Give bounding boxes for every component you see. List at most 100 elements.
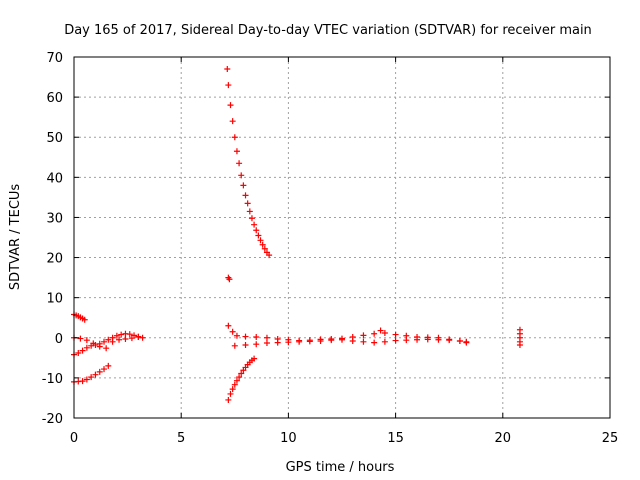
data-point xyxy=(229,328,236,335)
data-point xyxy=(101,366,108,373)
series-ascending-arc xyxy=(225,355,258,403)
data-point xyxy=(456,337,463,344)
data-point xyxy=(113,332,120,339)
data-point xyxy=(103,345,110,352)
x-axis-label: GPS time / hours xyxy=(286,460,395,475)
series-isolated xyxy=(225,274,233,283)
data-point xyxy=(139,334,146,341)
series-main-band-lower xyxy=(231,336,470,349)
data-point xyxy=(266,252,273,259)
data-point xyxy=(274,339,281,346)
y-tick-label: 40 xyxy=(46,171,63,186)
y-tick-label: 50 xyxy=(46,131,63,146)
data-point xyxy=(296,338,303,345)
data-series xyxy=(71,66,523,403)
data-point xyxy=(238,172,245,179)
series-main-band xyxy=(225,322,470,346)
data-point xyxy=(253,227,260,234)
data-point xyxy=(516,341,523,348)
data-point xyxy=(248,215,255,222)
data-point xyxy=(349,337,356,344)
data-point xyxy=(328,337,335,344)
data-point xyxy=(225,82,232,89)
data-point xyxy=(317,337,324,344)
data-point xyxy=(339,336,345,343)
data-point xyxy=(75,350,82,357)
data-point xyxy=(236,374,243,381)
data-point xyxy=(403,337,410,344)
y-tick-label: 70 xyxy=(46,51,63,66)
data-point xyxy=(371,339,378,346)
data-point xyxy=(244,200,251,207)
data-point xyxy=(360,338,367,345)
data-point xyxy=(392,337,399,344)
series-descending-arc xyxy=(224,66,273,259)
y-tick-label: -10 xyxy=(42,372,63,387)
data-point xyxy=(263,334,270,341)
data-point xyxy=(101,338,108,345)
data-point xyxy=(381,329,388,336)
data-point xyxy=(240,182,247,189)
y-tick-label: -20 xyxy=(42,412,63,427)
data-point xyxy=(126,331,133,338)
series-early-lower xyxy=(71,362,112,385)
data-point xyxy=(225,396,232,403)
data-point xyxy=(306,338,313,345)
data-point xyxy=(122,335,129,342)
data-point xyxy=(285,339,292,346)
data-point xyxy=(263,339,270,346)
data-point xyxy=(224,66,231,73)
data-point xyxy=(83,344,90,351)
data-point xyxy=(233,148,240,155)
data-point xyxy=(79,378,86,385)
data-point xyxy=(225,322,232,329)
x-tick-label: 15 xyxy=(387,431,404,446)
data-point xyxy=(253,341,260,348)
data-point xyxy=(135,333,142,340)
data-point xyxy=(105,362,112,369)
data-point xyxy=(227,102,234,109)
data-point xyxy=(96,368,103,375)
data-point xyxy=(90,340,97,347)
data-point xyxy=(377,327,384,334)
data-point xyxy=(446,337,453,344)
data-point xyxy=(463,338,470,345)
data-point xyxy=(242,192,249,199)
chart-title: Day 165 of 2017, Sidereal Day-to-day VTE… xyxy=(64,23,592,38)
data-point xyxy=(255,232,262,239)
x-tick-label: 20 xyxy=(495,431,512,446)
data-point xyxy=(392,331,399,338)
series-early-mid xyxy=(71,330,146,358)
plot-frame xyxy=(73,56,611,419)
data-point xyxy=(96,343,103,350)
data-point xyxy=(116,336,123,343)
data-point xyxy=(246,208,253,215)
data-point xyxy=(92,371,99,378)
y-tick-label: 60 xyxy=(46,91,63,106)
x-tick-label: 10 xyxy=(280,431,297,446)
series-early-mid-b xyxy=(71,333,142,352)
data-point xyxy=(109,338,116,345)
data-point xyxy=(242,333,249,340)
axis-ticks: 0 5 10 15 20 25 -20 -10 0 10 20 30 40 50 60 70 xyxy=(42,51,619,446)
data-point xyxy=(79,347,86,354)
data-point xyxy=(229,386,236,393)
y-tick-label: 0 xyxy=(55,332,63,347)
series-late xyxy=(516,326,523,348)
data-point xyxy=(88,374,95,381)
data-point xyxy=(118,331,125,338)
data-point xyxy=(236,160,243,167)
y-axis-label: SDTVAR / TECUs xyxy=(8,184,23,291)
data-point xyxy=(77,335,84,342)
data-point xyxy=(231,342,238,349)
x-tick-label: 25 xyxy=(602,431,619,446)
x-tick-label: 0 xyxy=(70,431,78,446)
data-point xyxy=(424,336,431,343)
x-tick-label: 5 xyxy=(177,431,185,446)
data-point xyxy=(253,333,260,340)
data-point xyxy=(231,134,238,141)
data-point xyxy=(261,245,268,252)
y-tick-label: 30 xyxy=(46,211,63,226)
data-point xyxy=(238,370,245,377)
